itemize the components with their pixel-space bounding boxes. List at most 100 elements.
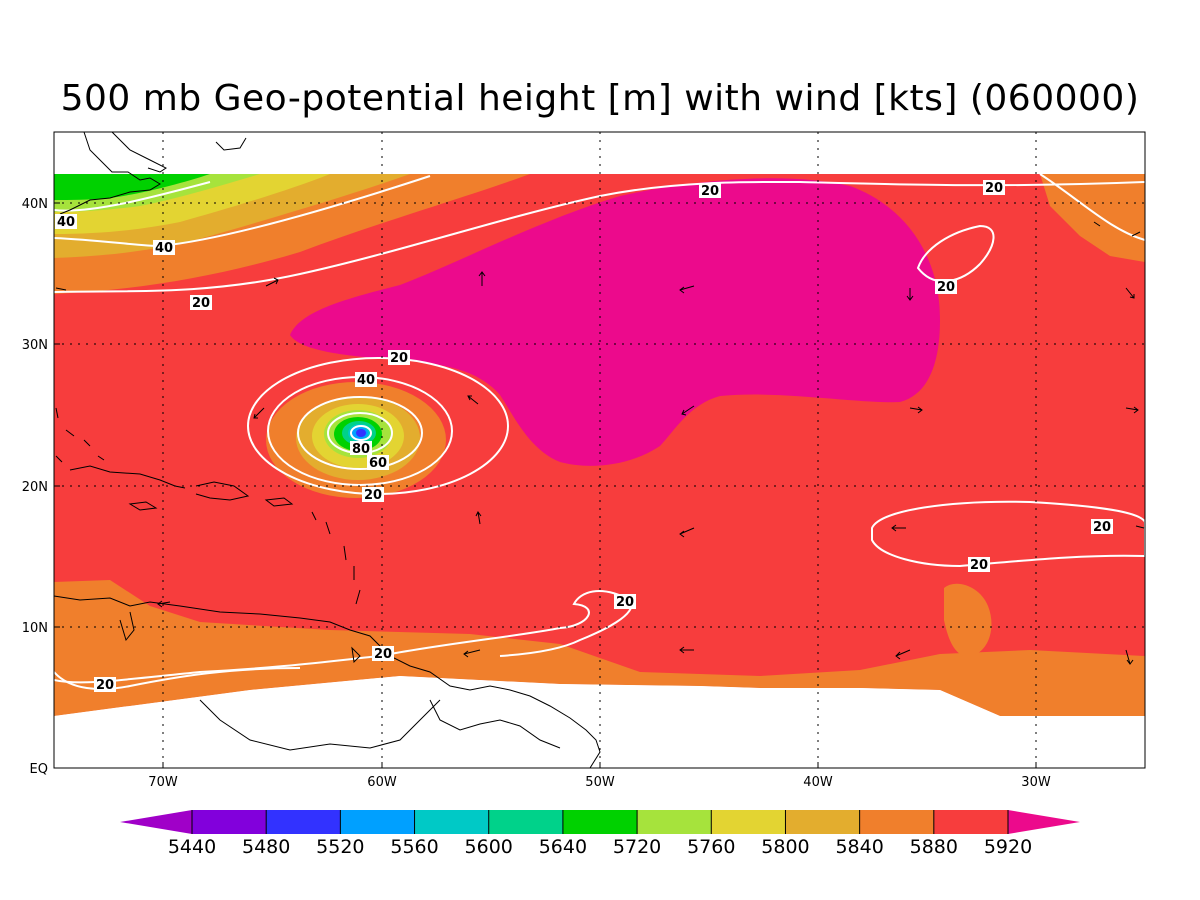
svg-text:20: 20 bbox=[192, 296, 210, 311]
contour-label: 20 bbox=[94, 677, 116, 693]
coast-guianas bbox=[429, 699, 561, 749]
lon-tick-label: 70W bbox=[148, 775, 178, 790]
wind-arrow bbox=[1125, 649, 1134, 665]
lon-tick-labels: 70W 60W 50W 40W 30W bbox=[148, 775, 1051, 790]
contour-label: 40 bbox=[153, 240, 175, 256]
lon-tick-label: 40W bbox=[803, 775, 833, 790]
svg-text:20: 20 bbox=[364, 488, 382, 503]
band-5840-south bbox=[54, 580, 1145, 716]
colorbar-label: 5560 bbox=[390, 836, 438, 858]
wind-arrow bbox=[906, 288, 914, 301]
wind-arrow bbox=[679, 527, 695, 538]
band-5840-east bbox=[1040, 174, 1145, 262]
colorbar-label: 5600 bbox=[465, 836, 513, 858]
wind-arrow bbox=[467, 395, 479, 405]
colorbar-arrow-high bbox=[1008, 810, 1080, 834]
svg-text:20: 20 bbox=[96, 678, 114, 693]
colorbar-label: 5440 bbox=[168, 836, 216, 858]
band-5840-east-blob bbox=[944, 583, 992, 657]
colorbar-label: 5920 bbox=[984, 836, 1032, 858]
lat-tick-label: EQ bbox=[30, 762, 48, 777]
contour-label: 20 bbox=[190, 295, 212, 311]
contour-label: 20 bbox=[1091, 519, 1113, 535]
svg-text:20: 20 bbox=[374, 647, 392, 662]
wind-arrow bbox=[463, 649, 481, 658]
colorbar-swatch bbox=[785, 810, 861, 834]
wind-arrow bbox=[1125, 287, 1135, 299]
svg-text:20: 20 bbox=[1093, 520, 1111, 535]
coast-north-america bbox=[59, 131, 161, 215]
wind-arrow bbox=[55, 287, 67, 291]
coast-venezuela-interior bbox=[199, 699, 441, 751]
wind-arrow bbox=[478, 271, 486, 286]
colorbar-label: 5640 bbox=[539, 836, 587, 858]
contour-label: 20 bbox=[388, 350, 410, 366]
coast-lake-maracaibo bbox=[119, 611, 135, 642]
svg-text:80: 80 bbox=[352, 442, 370, 457]
colorbar-label: 5840 bbox=[835, 836, 883, 858]
coast-east-islands bbox=[1093, 221, 1141, 237]
wind-arrow bbox=[1135, 525, 1145, 529]
coast-south-america bbox=[53, 595, 601, 769]
lat-tick-label: 30N bbox=[22, 338, 48, 353]
wind-arrow bbox=[475, 511, 482, 525]
colorbar-label: 5800 bbox=[761, 836, 809, 858]
svg-text:20: 20 bbox=[937, 280, 955, 295]
wind-arrow bbox=[909, 406, 923, 414]
lon-tick-label: 50W bbox=[585, 775, 615, 790]
contour-100-hurricane bbox=[350, 425, 372, 441]
colorbar-swatch bbox=[488, 810, 564, 834]
colorbar-labels: 5440 5480 5520 5560 5600 5640 5720 5760 5800 5840… bbox=[168, 836, 1032, 858]
svg-text:40: 40 bbox=[357, 373, 375, 388]
svg-text:20: 20 bbox=[616, 595, 634, 610]
contour-label: 20 bbox=[362, 487, 384, 503]
colorbar-swatch bbox=[340, 810, 416, 834]
contour-label: 20 bbox=[699, 183, 721, 199]
contour-20-east-right bbox=[1039, 173, 1145, 241]
colorbar-swatch bbox=[859, 810, 935, 834]
lat-tick-label: 10N bbox=[22, 621, 48, 636]
colorbar-swatch bbox=[933, 810, 1009, 834]
contour-label: 80 bbox=[350, 441, 372, 457]
svg-text:40: 40 bbox=[57, 215, 75, 230]
gridlines bbox=[54, 132, 1145, 768]
contour-label: 20 bbox=[935, 279, 957, 295]
coast-newfoundland bbox=[215, 137, 247, 151]
contour-labels: 20 20 20 40 40 20 20 40 80 60 20 20 20 2… bbox=[0, 0, 1113, 693]
wind-arrow bbox=[679, 285, 695, 294]
lon-tick-label: 60W bbox=[367, 775, 397, 790]
tick-marks bbox=[54, 202, 1037, 768]
colorbar bbox=[120, 810, 1080, 834]
coast-jamaica bbox=[128, 501, 158, 511]
contour-label: 40 bbox=[55, 214, 77, 230]
coast-bahamas bbox=[55, 429, 105, 463]
wind-vectors bbox=[55, 271, 1145, 665]
colorbar-arrow-low bbox=[120, 810, 192, 834]
colorbar-label: 5880 bbox=[910, 836, 958, 858]
wind-arrow bbox=[891, 524, 906, 532]
lat-tick-labels: 40N 30N 20N 10N EQ bbox=[22, 197, 48, 777]
coast-puerto-rico bbox=[264, 497, 294, 507]
contour-20-southeast-loop bbox=[871, 500, 1145, 568]
band-5480-ring bbox=[356, 429, 366, 437]
contour-20-southwest bbox=[54, 667, 301, 691]
coast-nova-scotia bbox=[111, 131, 167, 173]
colorbar-label: 5720 bbox=[613, 836, 661, 858]
contour-label: 60 bbox=[367, 455, 389, 471]
contour-label: 20 bbox=[0, 0, 9, 4]
svg-text:20: 20 bbox=[390, 351, 408, 366]
lat-tick-label: 20N bbox=[22, 480, 48, 495]
contour-label: 20 bbox=[372, 646, 394, 662]
wind-arrow bbox=[679, 646, 694, 654]
colorbar-swatch bbox=[562, 810, 638, 834]
coastlines bbox=[53, 131, 1141, 769]
wind-arrow bbox=[265, 277, 279, 287]
contour-label: 40 bbox=[355, 372, 377, 388]
colorbar-label: 5520 bbox=[316, 836, 364, 858]
contour-20-south bbox=[54, 590, 633, 684]
colorbar-swatch bbox=[711, 810, 786, 834]
svg-text:20: 20 bbox=[970, 558, 988, 573]
coast-trinidad bbox=[351, 646, 361, 664]
colorbar-label: 5760 bbox=[687, 836, 735, 858]
